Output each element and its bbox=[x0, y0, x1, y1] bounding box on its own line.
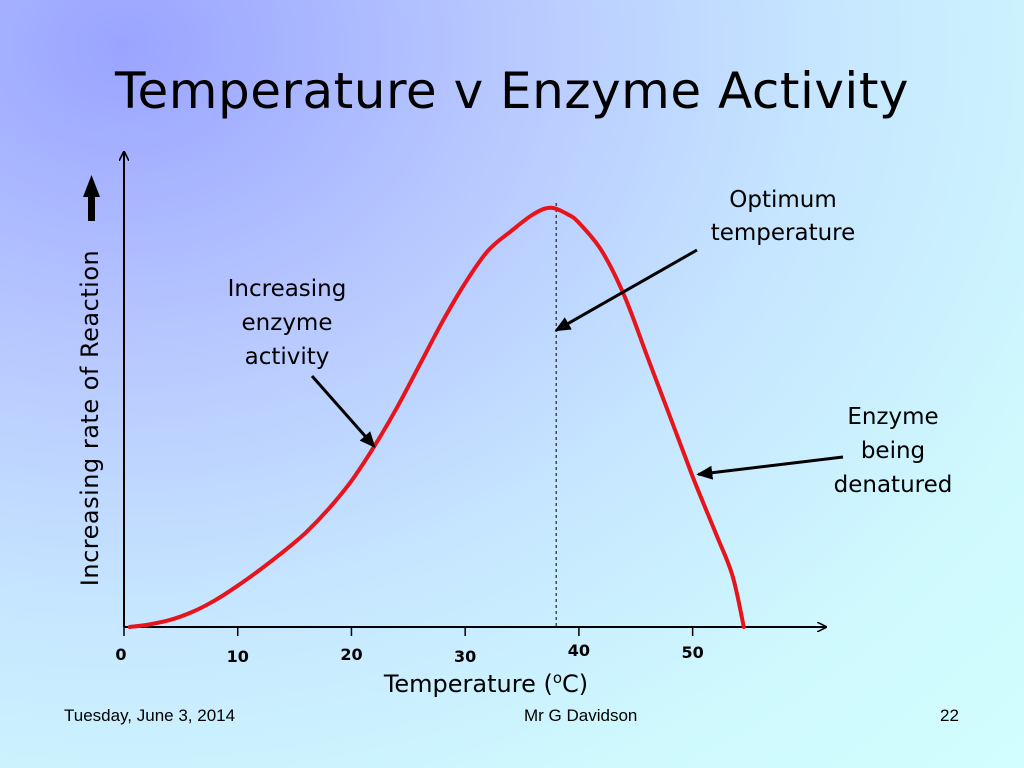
annotation-line: Enzyme bbox=[847, 404, 938, 430]
slide-title: Temperature v Enzyme Activity bbox=[114, 62, 910, 120]
series-line bbox=[127, 205, 746, 629]
annotation-arrow bbox=[696, 455, 844, 480]
x-axis-label-tail: C) bbox=[562, 670, 588, 698]
annotation-label: Increasing enzyme activity bbox=[228, 276, 347, 370]
annotation-label: Optimum temperature bbox=[711, 187, 856, 246]
x-tick-label: 40 bbox=[568, 641, 590, 660]
y-label-up-arrow-icon bbox=[83, 175, 100, 221]
annotation-line: Increasing bbox=[228, 276, 347, 302]
footer-page-number: 22 bbox=[940, 706, 959, 725]
x-tick-label: 30 bbox=[454, 647, 476, 666]
x-tick-label: 20 bbox=[340, 645, 362, 664]
annotation-line: enzyme bbox=[242, 310, 333, 336]
x-tick-label: 10 bbox=[227, 647, 249, 666]
annotation-line: temperature bbox=[711, 220, 856, 246]
x-tick-label: 50 bbox=[682, 643, 704, 662]
x-tick-label: 0 bbox=[115, 645, 126, 664]
annotation-line: Optimum bbox=[729, 187, 837, 213]
x-axis-label-base: Temperature ( bbox=[383, 670, 553, 698]
annotation-line: activity bbox=[245, 344, 330, 370]
footer-author: Mr G Davidson bbox=[524, 706, 638, 725]
annotation-line: being bbox=[861, 438, 925, 464]
y-axis-label: Increasing rate of Reaction bbox=[76, 250, 104, 586]
x-axis-label: Temperature (oC) bbox=[383, 669, 588, 698]
footer-date: Tuesday, June 3, 2014 bbox=[64, 706, 236, 725]
x-axis-label-superscript: o bbox=[553, 669, 562, 687]
annotation-line: denatured bbox=[834, 472, 953, 498]
annotation-label: Enzyme being denatured bbox=[834, 404, 953, 498]
annotation-arrow bbox=[554, 248, 698, 332]
annotation-arrow bbox=[310, 375, 376, 448]
